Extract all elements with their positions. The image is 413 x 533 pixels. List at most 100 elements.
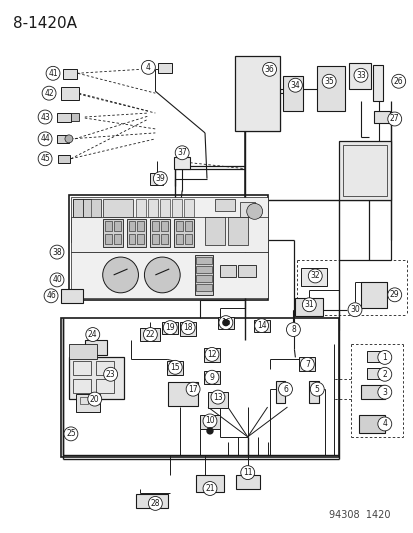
Bar xyxy=(196,266,211,273)
Bar xyxy=(239,203,254,220)
Bar xyxy=(299,358,315,372)
Bar xyxy=(196,257,211,264)
Text: 29: 29 xyxy=(389,290,399,300)
Bar xyxy=(161,221,168,231)
Bar xyxy=(71,252,267,298)
Text: 21: 21 xyxy=(205,484,214,493)
Text: 8: 8 xyxy=(290,325,295,334)
Circle shape xyxy=(377,417,391,431)
Bar xyxy=(234,56,279,131)
Text: 46: 46 xyxy=(46,292,56,300)
Circle shape xyxy=(206,428,212,434)
Circle shape xyxy=(42,86,56,100)
Circle shape xyxy=(262,62,276,76)
Circle shape xyxy=(44,289,58,303)
Circle shape xyxy=(143,328,157,342)
Circle shape xyxy=(50,273,64,287)
Bar xyxy=(295,298,323,316)
Text: 35: 35 xyxy=(323,77,333,86)
Circle shape xyxy=(65,135,73,143)
Bar xyxy=(196,275,211,282)
Circle shape xyxy=(168,360,182,374)
Bar xyxy=(196,474,223,492)
Bar xyxy=(227,217,247,245)
Circle shape xyxy=(300,358,313,372)
Bar xyxy=(126,219,146,247)
Bar xyxy=(137,234,144,244)
Bar xyxy=(316,66,344,111)
Bar xyxy=(113,234,120,244)
Bar xyxy=(57,113,71,122)
Bar xyxy=(360,282,386,308)
Bar xyxy=(128,234,135,244)
Bar xyxy=(136,495,168,508)
Bar xyxy=(176,221,183,231)
Circle shape xyxy=(163,321,177,335)
Bar xyxy=(372,66,382,101)
Text: 31: 31 xyxy=(304,300,313,309)
Bar xyxy=(253,320,269,332)
Bar xyxy=(57,135,69,143)
Bar xyxy=(167,361,183,375)
Circle shape xyxy=(377,367,391,381)
Text: 5: 5 xyxy=(314,385,319,394)
Text: 25: 25 xyxy=(66,430,76,438)
Circle shape xyxy=(38,152,52,166)
Bar xyxy=(90,397,98,404)
Bar xyxy=(137,221,144,231)
Bar xyxy=(102,199,132,217)
Bar xyxy=(219,265,235,277)
Bar xyxy=(184,199,194,217)
Bar xyxy=(338,141,390,200)
Circle shape xyxy=(148,496,162,511)
Text: 1: 1 xyxy=(382,353,386,362)
Circle shape xyxy=(181,321,195,335)
Text: 19: 19 xyxy=(165,323,175,332)
Text: 44: 44 xyxy=(40,134,50,143)
Bar xyxy=(140,328,160,342)
Bar xyxy=(73,361,90,375)
Bar xyxy=(366,368,382,379)
Circle shape xyxy=(88,392,102,406)
Circle shape xyxy=(377,385,391,399)
Bar xyxy=(95,379,113,393)
Text: 4: 4 xyxy=(382,419,386,429)
Bar xyxy=(174,219,194,247)
Bar xyxy=(80,397,88,404)
Bar xyxy=(61,318,338,457)
Text: 45: 45 xyxy=(40,154,50,163)
Bar xyxy=(61,289,83,303)
Bar xyxy=(136,199,146,217)
Text: 9: 9 xyxy=(209,373,214,382)
Text: 36: 36 xyxy=(264,65,274,74)
Bar xyxy=(69,196,267,300)
Circle shape xyxy=(254,319,268,333)
Bar xyxy=(150,219,170,247)
Bar xyxy=(366,351,382,362)
Bar xyxy=(69,358,123,399)
Bar xyxy=(95,361,113,375)
Circle shape xyxy=(141,60,155,74)
Circle shape xyxy=(310,382,323,396)
Bar xyxy=(71,113,78,121)
Circle shape xyxy=(301,298,316,312)
Bar xyxy=(61,87,78,100)
Bar xyxy=(195,255,212,295)
Bar xyxy=(309,381,318,403)
Circle shape xyxy=(240,466,254,480)
Bar xyxy=(148,199,158,217)
Circle shape xyxy=(38,132,52,146)
Circle shape xyxy=(391,74,405,88)
Bar xyxy=(348,63,370,89)
Bar xyxy=(237,265,255,277)
Text: 18: 18 xyxy=(183,323,192,332)
Circle shape xyxy=(222,320,228,326)
Circle shape xyxy=(353,68,367,82)
Bar xyxy=(158,63,172,74)
Bar xyxy=(174,157,190,168)
Circle shape xyxy=(186,382,199,396)
Bar xyxy=(301,268,326,286)
Bar xyxy=(283,76,303,111)
Text: 3: 3 xyxy=(382,387,386,397)
Circle shape xyxy=(144,257,180,293)
